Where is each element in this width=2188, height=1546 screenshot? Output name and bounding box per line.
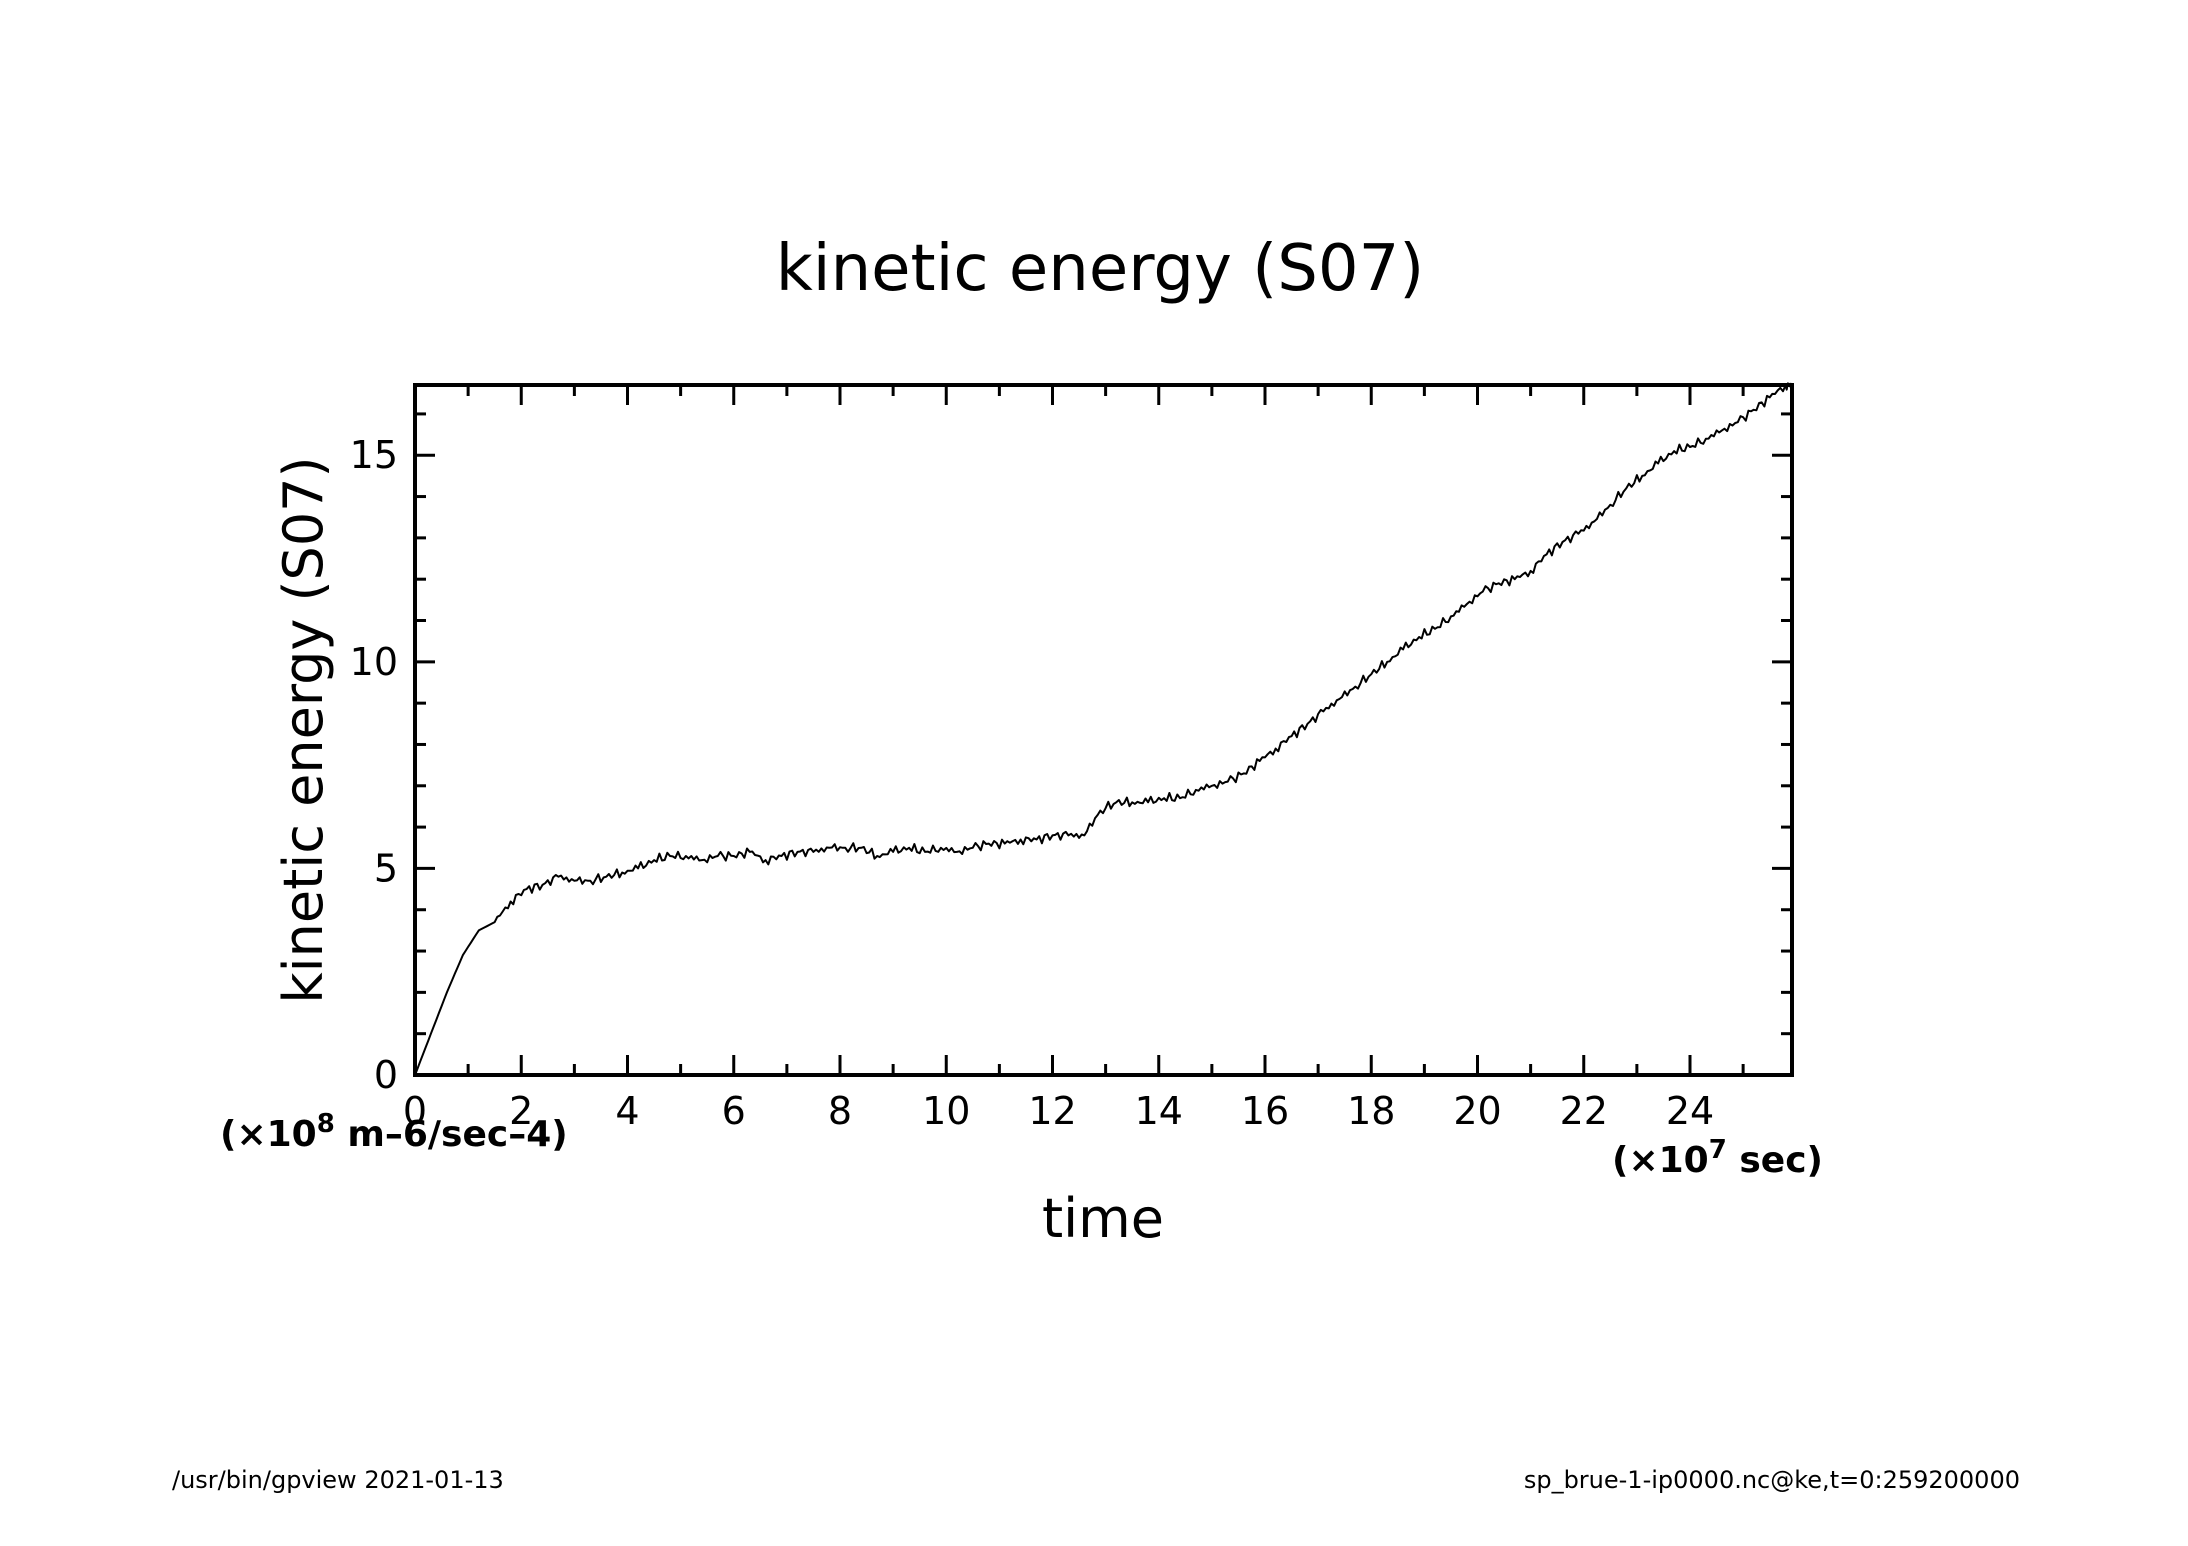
y-tick-label: 15 (350, 433, 398, 477)
footer-right: sp_brue-1-ip0000.nc@ke,t=0:259200000 (1524, 1466, 2020, 1494)
x-tick-label: 8 (828, 1089, 852, 1133)
tick-marks (413, 385, 1792, 1077)
y-axis-label: kinetic energy (S07) (272, 456, 335, 1003)
x-tick-label: 10 (922, 1089, 970, 1133)
footer-left: /usr/bin/gpview 2021-01-13 (172, 1466, 504, 1494)
y-units-label: (×108 m–6/sec–4) (220, 1109, 568, 1155)
x-tick-label: 14 (1135, 1089, 1183, 1133)
x-tick-label: 2 (509, 1089, 533, 1133)
y-tick-label: 5 (374, 846, 398, 890)
y-tick-label: 10 (350, 640, 398, 684)
series-line (414, 382, 1793, 1076)
x-tick-label: 6 (722, 1089, 746, 1133)
x-tick-label: 16 (1241, 1089, 1289, 1133)
x-tick-label: 24 (1666, 1089, 1714, 1133)
x-tick-label: 18 (1347, 1089, 1395, 1133)
y-tick-label: 0 (374, 1053, 398, 1097)
plot-frame (413, 383, 1794, 1077)
x-tick-label: 4 (615, 1089, 639, 1133)
x-tick-label: 12 (1028, 1089, 1076, 1133)
chart-title: kinetic energy (S07) (776, 232, 1425, 306)
x-tick-label: 0 (403, 1089, 427, 1133)
x-units-label: (×107 sec) (1612, 1135, 1823, 1181)
x-tick-label: 22 (1560, 1089, 1608, 1133)
x-tick-label: 20 (1453, 1089, 1501, 1133)
x-tick-labels: 0 2 4 6 8 10 12 14 16 18 20 22 24 (403, 1089, 1714, 1133)
x-axis-label: time (1042, 1187, 1164, 1250)
y-tick-labels: 0 5 10 15 (350, 433, 398, 1097)
